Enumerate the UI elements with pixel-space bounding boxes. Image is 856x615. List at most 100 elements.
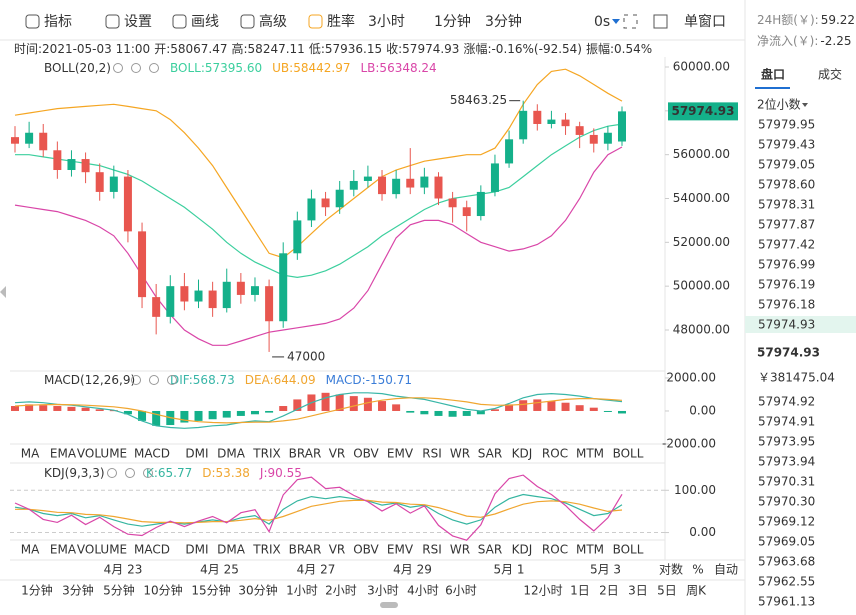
indicator-tab[interactable]: ROC	[542, 543, 568, 557]
indicator-tab[interactable]: MTM	[576, 447, 604, 461]
interval-option[interactable]: 15分钟	[191, 583, 230, 598]
indicator-tab[interactable]: OBV	[353, 447, 379, 461]
panel-tab[interactable]: 成交	[818, 67, 842, 82]
interval-option[interactable]: 5分钟	[103, 583, 135, 598]
candle-body	[349, 180, 358, 190]
ohlc-info: 涨幅:-0.16%(-92.54)	[463, 41, 582, 56]
panel-tab[interactable]: 盘口	[761, 67, 785, 82]
tool-button[interactable]: 设置	[124, 14, 152, 30]
indicator-tab[interactable]: DMI	[185, 543, 208, 557]
indicator-tab[interactable]: VR	[329, 543, 346, 557]
tool-icon[interactable]	[172, 14, 187, 29]
window-select[interactable]: 单窗口	[684, 13, 726, 30]
scale-option[interactable]: 自动	[714, 563, 738, 577]
tool-icon[interactable]	[25, 14, 40, 29]
indicator-tab[interactable]: MTM	[576, 543, 604, 557]
macd-bar	[321, 392, 330, 411]
interval-scroll[interactable]	[380, 602, 398, 608]
indicator-tab[interactable]: RSI	[422, 543, 442, 557]
legend-icon[interactable]	[125, 468, 135, 478]
indicator-tab[interactable]: SAR	[478, 543, 502, 557]
tool-icon[interactable]	[308, 14, 323, 29]
bid-price: 57970.30	[758, 495, 815, 509]
indicator-tab[interactable]: DMA	[217, 447, 246, 461]
x-tick-label: 5月 1	[493, 563, 524, 577]
indicator-tab[interactable]: DMI	[185, 447, 208, 461]
bid-price: 57973.94	[758, 455, 815, 469]
interval-option[interactable]: 3分钟	[62, 583, 94, 598]
indicator-tab[interactable]: RSI	[422, 447, 442, 461]
indicator-title: MACD(12,26,9)	[44, 373, 135, 387]
interval-option[interactable]: 1小时	[286, 584, 318, 598]
quick-interval[interactable]: 1分钟	[434, 13, 471, 30]
indicator-tab[interactable]: MA	[21, 543, 40, 557]
interval-option[interactable]: 6小时	[445, 584, 477, 598]
legend-icon[interactable]	[167, 375, 177, 385]
interval-select[interactable]: 3小时	[368, 14, 405, 30]
tool-button[interactable]: 画线	[191, 14, 219, 30]
interval-option[interactable]: 2日	[599, 584, 619, 598]
indicator-tab[interactable]: BOLL	[613, 447, 644, 461]
indicator-tab[interactable]: SAR	[478, 447, 502, 461]
interval-option[interactable]: 1日	[570, 584, 590, 598]
tool-button[interactable]: 指标	[44, 14, 72, 30]
ohlc-info: 开:58067.47	[154, 42, 227, 56]
legend-icon[interactable]	[149, 375, 159, 385]
interval-option[interactable]: 12小时	[523, 584, 562, 598]
quick-interval[interactable]: 3分钟	[485, 13, 522, 30]
tool-button[interactable]: 胜率	[327, 13, 355, 30]
y-tick-label: 100.00	[674, 483, 716, 497]
legend-icon[interactable]	[131, 63, 141, 73]
legend-icon[interactable]	[131, 375, 141, 385]
indicator-tab[interactable]: EMV	[387, 543, 414, 557]
indicator-tab[interactable]: BOLL	[613, 543, 644, 557]
macd-bar	[138, 410, 147, 421]
legend-icon[interactable]	[107, 468, 117, 478]
scale-option[interactable]: 对数	[659, 562, 683, 577]
indicator-tab[interactable]: TRIX	[252, 447, 280, 461]
legend-icon[interactable]	[149, 63, 159, 73]
indicator-tab[interactable]: MACD	[134, 447, 170, 461]
candle-body	[39, 132, 48, 151]
interval-option[interactable]: 30分钟	[238, 583, 277, 598]
indicator-tab[interactable]: WR	[450, 447, 470, 461]
indicator-tab[interactable]: VR	[329, 447, 346, 461]
indicator-tab[interactable]: ROC	[542, 447, 568, 461]
fullscreen-icon[interactable]	[623, 14, 638, 29]
interval-option[interactable]: 3日	[628, 584, 648, 598]
indicator-tab[interactable]: BRAR	[289, 543, 322, 557]
indicator-tab[interactable]: TRIX	[252, 543, 280, 557]
indicator-tab[interactable]: WR	[450, 543, 470, 557]
tool-button[interactable]: 高级	[259, 13, 287, 30]
interval-option[interactable]: 2小时	[325, 584, 357, 598]
indicator-tab[interactable]: OBV	[353, 543, 379, 557]
indicator-tab[interactable]: DMA	[217, 543, 246, 557]
indicator-tab[interactable]: MACD	[134, 543, 170, 557]
capture-icon[interactable]	[653, 14, 668, 29]
tool-icon[interactable]	[105, 14, 120, 29]
candle-body	[109, 176, 118, 192]
interval-option[interactable]: 3小时	[367, 584, 399, 598]
indicator-tab[interactable]: KDJ	[512, 447, 533, 461]
indicator-tab[interactable]: EMA	[50, 543, 77, 557]
legend-icon[interactable]	[113, 63, 123, 73]
legend-icon[interactable]	[143, 468, 153, 478]
indicator-tab[interactable]: VOLUME	[77, 543, 127, 557]
indicator-tab[interactable]: EMV	[387, 447, 414, 461]
interval-option[interactable]: 周K	[686, 584, 707, 598]
x-tick-label: 4月 23	[104, 563, 143, 577]
scroll-handle[interactable]	[0, 286, 6, 298]
interval-option[interactable]: 1分钟	[21, 583, 53, 598]
tool-icon[interactable]	[240, 14, 255, 29]
macd-bar	[363, 397, 372, 411]
indicator-tab[interactable]: EMA	[50, 447, 77, 461]
interval-option[interactable]: 5日	[657, 584, 677, 598]
interval-option[interactable]: 10分钟	[143, 583, 182, 598]
indicator-tab[interactable]: KDJ	[512, 543, 533, 557]
indicator-tab[interactable]: VOLUME	[77, 447, 127, 461]
precision-select[interactable]: 2位小数	[757, 97, 801, 112]
interval-option[interactable]: 4小时	[407, 584, 439, 598]
scale-option[interactable]: %	[692, 563, 703, 577]
indicator-tab[interactable]: BRAR	[289, 447, 322, 461]
indicator-tab[interactable]: MA	[21, 447, 40, 461]
